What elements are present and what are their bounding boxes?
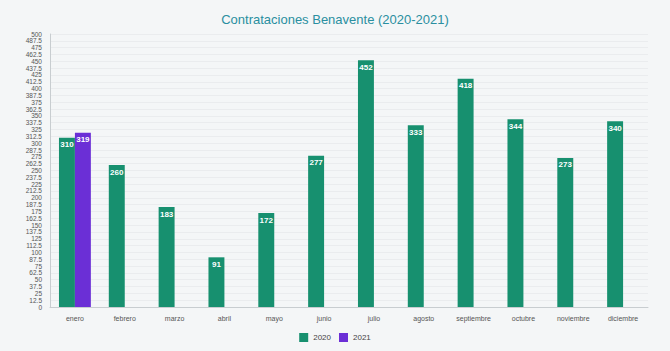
svg-text:mayo: mayo <box>266 315 283 323</box>
svg-text:212.5: 212.5 <box>26 187 43 194</box>
svg-text:172: 172 <box>260 216 274 225</box>
svg-text:387.5: 387.5 <box>26 92 43 99</box>
svg-text:agosto: agosto <box>413 315 434 323</box>
svg-text:175: 175 <box>31 208 42 215</box>
svg-text:diciembre: diciembre <box>608 315 638 322</box>
svg-text:350: 350 <box>31 112 42 119</box>
svg-text:0: 0 <box>38 304 42 311</box>
svg-text:septiembre: septiembre <box>456 315 491 323</box>
svg-text:425: 425 <box>31 71 42 78</box>
svg-text:333: 333 <box>409 128 423 137</box>
svg-text:octubre: octubre <box>512 315 535 322</box>
svg-text:137.5: 137.5 <box>26 228 43 235</box>
svg-text:91: 91 <box>212 260 221 269</box>
svg-text:437.5: 437.5 <box>26 65 43 72</box>
svg-text:julio: julio <box>367 315 381 323</box>
svg-text:150: 150 <box>31 222 42 229</box>
svg-text:enero: enero <box>66 315 84 322</box>
svg-text:febrero: febrero <box>114 315 136 322</box>
svg-text:418: 418 <box>459 81 473 90</box>
svg-text:250: 250 <box>31 167 42 174</box>
svg-text:300: 300 <box>31 140 42 147</box>
svg-text:noviembre: noviembre <box>557 315 590 322</box>
svg-text:237.5: 237.5 <box>26 174 43 181</box>
svg-text:475: 475 <box>31 44 42 51</box>
svg-text:310: 310 <box>60 140 74 149</box>
svg-text:37.5: 37.5 <box>29 283 42 290</box>
svg-text:225: 225 <box>31 181 42 188</box>
svg-text:500: 500 <box>31 31 42 38</box>
svg-text:12.5: 12.5 <box>29 297 42 304</box>
svg-text:400: 400 <box>31 85 42 92</box>
svg-text:412.5: 412.5 <box>26 78 43 85</box>
svg-text:312.5: 312.5 <box>26 133 43 140</box>
svg-text:marzo: marzo <box>165 315 185 322</box>
svg-text:450: 450 <box>31 58 42 65</box>
svg-text:125: 125 <box>31 235 42 242</box>
svg-text:273: 273 <box>559 160 573 169</box>
svg-text:187.5: 187.5 <box>26 201 43 208</box>
svg-text:100: 100 <box>31 249 42 256</box>
svg-text:62.5: 62.5 <box>29 269 42 276</box>
svg-text:344: 344 <box>509 122 523 131</box>
svg-text:340: 340 <box>608 124 622 133</box>
svg-text:462.5: 462.5 <box>26 51 43 58</box>
svg-text:337.5: 337.5 <box>26 119 43 126</box>
svg-text:277: 277 <box>309 158 323 167</box>
svg-text:2020: 2020 <box>313 333 331 342</box>
svg-text:87.5: 87.5 <box>29 256 42 263</box>
svg-text:Contrataciones Benavente (2020: Contrataciones Benavente (2020-2021) <box>221 12 449 27</box>
svg-text:75: 75 <box>35 263 43 270</box>
svg-text:162.5: 162.5 <box>26 215 43 222</box>
svg-text:287.5: 287.5 <box>26 147 43 154</box>
svg-text:375: 375 <box>31 99 42 106</box>
svg-text:112.5: 112.5 <box>26 242 42 249</box>
svg-text:319: 319 <box>76 135 90 144</box>
svg-text:275: 275 <box>31 153 42 160</box>
svg-text:362.5: 362.5 <box>26 106 43 113</box>
svg-text:200: 200 <box>31 194 42 201</box>
svg-text:260: 260 <box>110 168 124 177</box>
svg-text:325: 325 <box>31 126 42 133</box>
svg-text:50: 50 <box>35 276 43 283</box>
svg-text:2021: 2021 <box>353 333 371 342</box>
svg-text:262.5: 262.5 <box>26 160 43 167</box>
svg-text:487.5: 487.5 <box>26 37 43 44</box>
svg-text:183: 183 <box>160 210 174 219</box>
svg-text:452: 452 <box>359 63 373 72</box>
svg-text:25: 25 <box>35 290 43 297</box>
svg-text:junio: junio <box>316 315 332 323</box>
svg-text:abril: abril <box>218 315 232 322</box>
